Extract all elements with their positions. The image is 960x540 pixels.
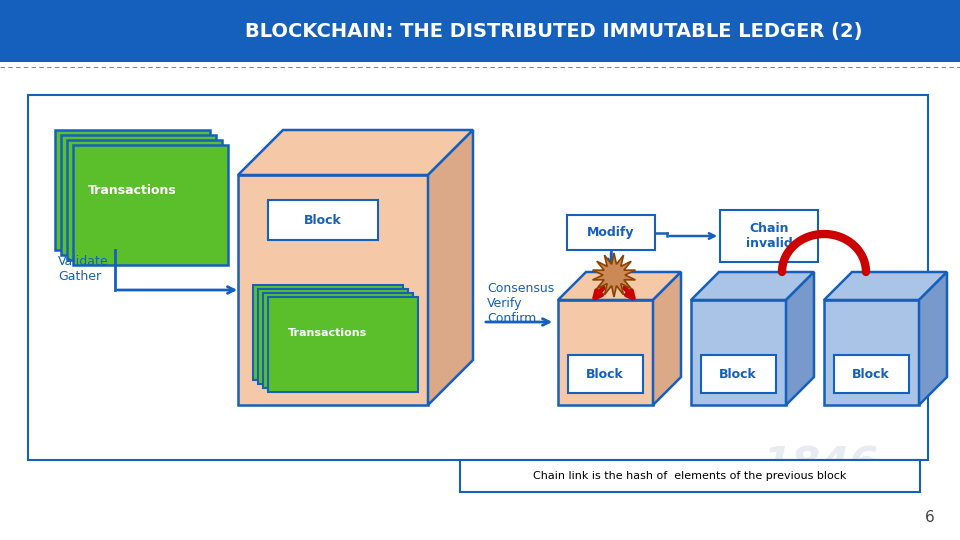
Text: Chain
invalid: Chain invalid xyxy=(746,222,792,250)
Text: Block: Block xyxy=(852,368,890,381)
FancyBboxPatch shape xyxy=(263,293,413,388)
Text: Block: Block xyxy=(719,368,756,381)
FancyBboxPatch shape xyxy=(73,145,228,265)
Text: BLOCKCHAIN: THE DISTRIBUTED IMMUTABLE LEDGER (2): BLOCKCHAIN: THE DISTRIBUTED IMMUTABLE LE… xyxy=(245,22,862,40)
FancyBboxPatch shape xyxy=(824,300,919,405)
FancyBboxPatch shape xyxy=(268,200,378,240)
Polygon shape xyxy=(238,130,473,175)
FancyBboxPatch shape xyxy=(67,140,222,260)
FancyBboxPatch shape xyxy=(238,175,428,405)
FancyBboxPatch shape xyxy=(691,300,786,405)
Text: Block: Block xyxy=(587,368,624,381)
Polygon shape xyxy=(919,272,947,405)
Text: Chain link is the hash of  elements of the previous block: Chain link is the hash of elements of th… xyxy=(534,471,847,481)
Text: 1846: 1846 xyxy=(762,444,878,486)
FancyBboxPatch shape xyxy=(567,215,655,250)
Polygon shape xyxy=(592,253,636,297)
Text: Modify: Modify xyxy=(588,226,635,239)
Text: Consensus
Verify
Confirm: Consensus Verify Confirm xyxy=(487,282,554,325)
Text: Block: Block xyxy=(304,213,342,226)
FancyBboxPatch shape xyxy=(55,130,210,250)
Polygon shape xyxy=(824,272,947,300)
Polygon shape xyxy=(691,272,814,300)
FancyBboxPatch shape xyxy=(558,300,653,405)
FancyBboxPatch shape xyxy=(258,289,408,384)
Text: Validate
Gather: Validate Gather xyxy=(58,255,108,283)
FancyBboxPatch shape xyxy=(460,460,920,492)
FancyBboxPatch shape xyxy=(268,297,418,392)
Text: 6: 6 xyxy=(925,510,935,525)
Polygon shape xyxy=(558,272,681,300)
FancyBboxPatch shape xyxy=(834,355,909,393)
FancyBboxPatch shape xyxy=(253,285,403,380)
Text: Transactions: Transactions xyxy=(288,328,368,338)
Polygon shape xyxy=(786,272,814,405)
Polygon shape xyxy=(428,130,473,405)
FancyBboxPatch shape xyxy=(568,355,643,393)
FancyBboxPatch shape xyxy=(61,135,216,255)
Text: Transactions: Transactions xyxy=(87,184,177,197)
FancyBboxPatch shape xyxy=(720,210,818,262)
FancyBboxPatch shape xyxy=(28,95,928,460)
Polygon shape xyxy=(653,272,681,405)
FancyBboxPatch shape xyxy=(701,355,776,393)
